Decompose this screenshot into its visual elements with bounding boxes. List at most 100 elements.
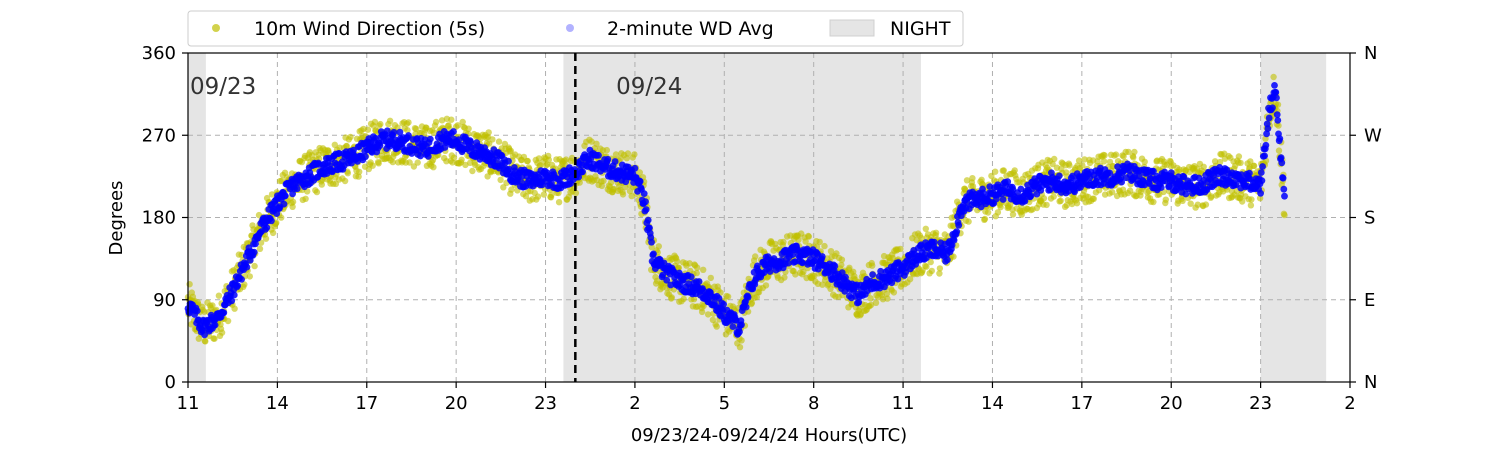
wind-direction-point: [846, 264, 853, 271]
wind-direction-point: [406, 159, 413, 166]
wind-avg-point: [1257, 189, 1264, 197]
wind-direction-point: [890, 289, 898, 296]
wind-direction-point: [241, 281, 248, 288]
day-labels: 09/23 09/24: [190, 74, 682, 100]
x-tick-label: 17: [355, 393, 378, 414]
wind-direction-point: [1281, 211, 1288, 219]
wind-direction-point: [414, 159, 421, 166]
wind-avg-point: [1273, 111, 1281, 118]
legend-avg-marker: [566, 24, 574, 32]
x-tick-label: 2: [1344, 393, 1355, 414]
wind-direction-point: [489, 136, 496, 143]
wind-direction-point: [631, 151, 638, 158]
wind-avg-point: [228, 297, 236, 305]
y-tick-label-right: E: [1364, 290, 1375, 311]
wind-direction-point: [668, 294, 675, 301]
wind-direction-point: [1235, 153, 1243, 160]
wind-direction-point: [588, 138, 595, 145]
wind-avg-point: [659, 271, 667, 279]
y-tick-label-left: 270: [142, 125, 176, 146]
wind-avg-point: [622, 178, 630, 186]
wind-direction-point: [981, 215, 989, 223]
wind-avg-point: [243, 263, 251, 271]
wind-direction-point: [459, 118, 466, 126]
wind-avg-point: [1257, 169, 1265, 176]
wind-avg-point: [648, 238, 655, 246]
wind-avg-point: [238, 276, 246, 283]
y-axis-ticks: 0 N 90 E 180 S 270 W 360 N: [142, 43, 1382, 393]
wind-direction-point: [724, 293, 732, 300]
wind-avg-point: [579, 168, 586, 176]
wind-direction-point: [932, 229, 940, 236]
wind-direction-point: [251, 262, 258, 270]
wind-direction-point: [268, 191, 276, 198]
wind-direction-point: [1051, 155, 1058, 163]
wind-avg-point: [1004, 178, 1012, 186]
wind-direction-point: [404, 127, 411, 134]
wind-avg-point: [636, 178, 644, 185]
wind-direction-point: [780, 238, 787, 246]
wind-avg-point: [604, 155, 612, 163]
wind-direction-point: [965, 218, 972, 225]
wind-avg-point: [1272, 88, 1280, 96]
day-label: 09/23: [190, 74, 256, 100]
wind-direction-point: [827, 248, 835, 255]
wind-avg-point: [467, 138, 475, 146]
wind-avg-point: [687, 273, 695, 281]
wind-direction-point: [1040, 195, 1048, 202]
x-tick-label: 14: [266, 393, 289, 414]
wind-direction-point: [540, 191, 548, 198]
wind-direction-point: [1131, 148, 1138, 156]
wind-avg-point: [372, 134, 379, 142]
wind-direction-point: [209, 302, 216, 309]
wind-direction-point: [1270, 73, 1277, 81]
wind-avg-point: [383, 127, 391, 135]
wind-direction-point: [1141, 158, 1148, 165]
wind-direction-point: [562, 156, 570, 163]
wind-avg-point: [944, 256, 951, 264]
wind-avg-point: [1167, 169, 1175, 177]
wind-avg-point: [505, 157, 512, 165]
wind-direction-point: [816, 238, 823, 246]
wind-direction-point: [211, 335, 218, 342]
wind-avg-point: [663, 276, 671, 284]
wind-direction-point: [1179, 197, 1186, 204]
wind-direction-point: [838, 256, 846, 263]
wind-avg-point: [1238, 171, 1245, 179]
wind-avg-point: [631, 164, 639, 172]
x-tick-label: 2: [629, 393, 640, 414]
legend-direction-marker: [212, 24, 220, 32]
wind-avg-point: [1278, 159, 1286, 167]
wind-direction-point: [928, 267, 935, 275]
wind-avg-point: [1021, 197, 1029, 205]
wind-direction-point: [922, 225, 929, 232]
wind-direction-point: [545, 156, 552, 163]
wind-avg-point: [646, 224, 653, 232]
wind-direction-point: [1274, 101, 1282, 108]
wind-avg-point: [869, 271, 876, 278]
wind-direction-point: [450, 154, 458, 161]
wind-direction-point: [923, 263, 930, 270]
wind-direction-point: [700, 266, 707, 273]
wind-avg-point: [280, 200, 288, 208]
wind-direction-point: [313, 188, 321, 196]
wind-avg-point: [1263, 130, 1270, 138]
wind-direction-point: [1100, 158, 1108, 165]
wind-avg-point: [424, 152, 432, 160]
wind-avg-point: [1232, 181, 1240, 189]
wind-avg-point: [744, 293, 752, 301]
wind-direction-point: [1216, 158, 1224, 166]
wind-direction-point: [318, 181, 325, 188]
wind-avg-point: [1259, 163, 1266, 170]
wind-avg-point: [955, 221, 963, 229]
wind-direction-point: [624, 150, 632, 157]
wind-direction-point: [1057, 197, 1064, 204]
wind-direction-point: [1247, 202, 1255, 209]
wind-direction-point: [430, 129, 438, 136]
wind-direction-point: [500, 184, 507, 191]
wind-direction-point: [1247, 158, 1254, 165]
wind-avg-point: [1046, 186, 1054, 194]
wind-direction-point: [867, 301, 875, 309]
wind-direction-point: [202, 338, 209, 345]
wind-direction-point: [1275, 122, 1282, 129]
